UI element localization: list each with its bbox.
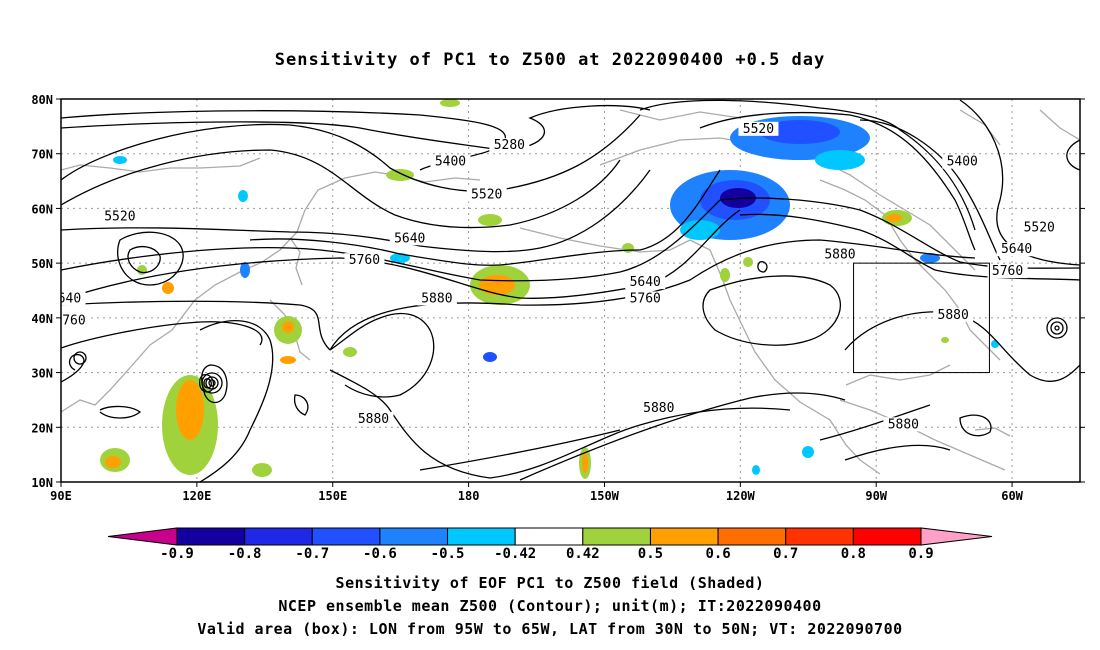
- colorbar-tick-label: -0.8: [228, 546, 262, 562]
- colorbar: -0.9 -0.8 -0.7 -0.6 -0.5 -0.42 0.42 0.5 0.6 0.7 0.…: [107, 527, 993, 562]
- sensitivity-shading: [100, 99, 999, 479]
- colorbar-tick-label: 0.9: [908, 546, 933, 562]
- contour-label-bg: [942, 154, 983, 169]
- contour-label-bg: [61, 313, 91, 328]
- contour-label: 5520: [743, 122, 774, 137]
- contour-label-bg: [933, 307, 974, 322]
- valid-area-box: [853, 262, 990, 374]
- lat-tick-label: 60N: [31, 202, 53, 216]
- colorbar-swatch: [785, 527, 854, 546]
- colorbar-tick-label: -0.5: [431, 546, 465, 562]
- lat-tick-label: 70N: [31, 148, 53, 162]
- contour-label: 5520: [471, 187, 502, 202]
- lat-tick-label: 10N: [31, 476, 53, 490]
- lat-tick-label: 50N: [31, 257, 53, 271]
- colorbar-swatch: [176, 527, 246, 546]
- contour-label-bg: [819, 247, 860, 262]
- contour-label: 5520: [1024, 220, 1055, 235]
- colorbar-swatch: [447, 527, 516, 546]
- colorbar-swatch: [311, 527, 381, 546]
- contour-label: 5760: [630, 291, 661, 306]
- footer-line-valid-area: Valid area (box): LON from 95W to 65W, L…: [197, 620, 903, 638]
- z500-contours: [61, 99, 1080, 482]
- contour-label: 5640: [1001, 242, 1032, 257]
- contour-label-bg: [466, 187, 507, 202]
- colorbar-tick-label: 0.6: [705, 546, 730, 562]
- colorbar-tick-label: -0.9: [160, 546, 194, 562]
- contour-label-bg: [344, 253, 385, 268]
- colorbar-tick-label: 0.42: [566, 546, 600, 562]
- graticule: [61, 99, 1080, 482]
- colorbar-tick-label: 0.8: [841, 546, 866, 562]
- map-title: Sensitivity of PC1 to Z500 at 2022090400…: [274, 50, 826, 70]
- contour-label: 5640: [630, 275, 661, 290]
- contour-label-bg: [625, 275, 666, 290]
- colorbar-swatch: [582, 527, 651, 546]
- contour-label-bg: [738, 121, 779, 136]
- colorbar-high-triangle: [920, 527, 993, 546]
- lon-tick-label: 150E: [318, 489, 347, 503]
- contour-label: 5880: [421, 291, 452, 306]
- colorbar-tick-label: -0.42: [494, 546, 536, 562]
- colorbar-low-triangle: [107, 527, 178, 546]
- colorbar-swatch: [514, 527, 584, 546]
- lon-tick-label: 180: [458, 489, 480, 503]
- contour-label-bg: [489, 138, 530, 153]
- colorbar-swatch: [717, 527, 787, 546]
- contour-label-bg: [99, 209, 140, 224]
- footer-line-contour: NCEP ensemble mean Z500 (Contour); unit(…: [278, 597, 822, 615]
- contour-label: 5640: [394, 231, 425, 246]
- contour-label: 5880: [358, 412, 389, 427]
- contour-label-bg: [389, 231, 430, 246]
- contour-label-bg: [996, 242, 1037, 257]
- contour-label-bg: [625, 291, 666, 306]
- contour-label-bg: [416, 291, 457, 306]
- contour-label: 5400: [947, 155, 978, 170]
- contour-label: 5880: [824, 248, 855, 263]
- colorbar-swatch: [852, 527, 922, 546]
- contour-label-bg: [987, 264, 1028, 279]
- colorbar-swatch: [379, 527, 449, 546]
- contour-label: 5400: [435, 155, 466, 170]
- colorbar-tick-label: 0.7: [773, 546, 798, 562]
- contour-label: 5760: [992, 264, 1023, 279]
- contour-label: 5880: [888, 417, 919, 432]
- colorbar-tick-label: 0.5: [638, 546, 663, 562]
- lat-tick-label: 20N: [31, 421, 53, 435]
- contour-label-layer: 5280540055205520564057605640576058805640…: [50, 121, 1060, 432]
- colorbar-tick-label: -0.6: [363, 546, 397, 562]
- lat-tick-label: 80N: [31, 93, 53, 107]
- contour-label-bg: [61, 291, 86, 306]
- lat-tick-label: 30N: [31, 367, 53, 381]
- contour-label: 5760: [54, 313, 85, 328]
- contour-label-bg: [1019, 220, 1060, 235]
- contour-label: 5280: [494, 138, 525, 153]
- contour-label: 5760: [349, 253, 380, 268]
- lon-tick-label: 120W: [726, 489, 756, 503]
- lat-tick-label: 40N: [31, 312, 53, 326]
- contour-label: 5880: [643, 401, 674, 416]
- map-frame: [60, 98, 1081, 483]
- contour-label: 5640: [50, 291, 81, 306]
- contour-label-bg: [883, 417, 924, 432]
- colorbar-tick-label: -0.7: [295, 546, 329, 562]
- lon-tick-label: 90E: [50, 489, 72, 503]
- lon-tick-label: 150W: [590, 489, 620, 503]
- contour-label-bg: [353, 411, 394, 426]
- footer-line-shading: Sensitivity of EOF PC1 to Z500 field (Sh…: [335, 574, 765, 592]
- colorbar-swatch: [244, 527, 313, 546]
- contour-label-bg: [430, 154, 471, 169]
- contour-label: 5880: [938, 308, 969, 323]
- contour-label-bg: [638, 400, 679, 415]
- lon-tick-label: 90W: [865, 489, 887, 503]
- lon-tick-label: 120E: [182, 489, 211, 503]
- contour-label: 5520: [104, 209, 135, 224]
- lon-tick-label: 60W: [1001, 489, 1023, 503]
- colorbar-swatch: [649, 527, 719, 546]
